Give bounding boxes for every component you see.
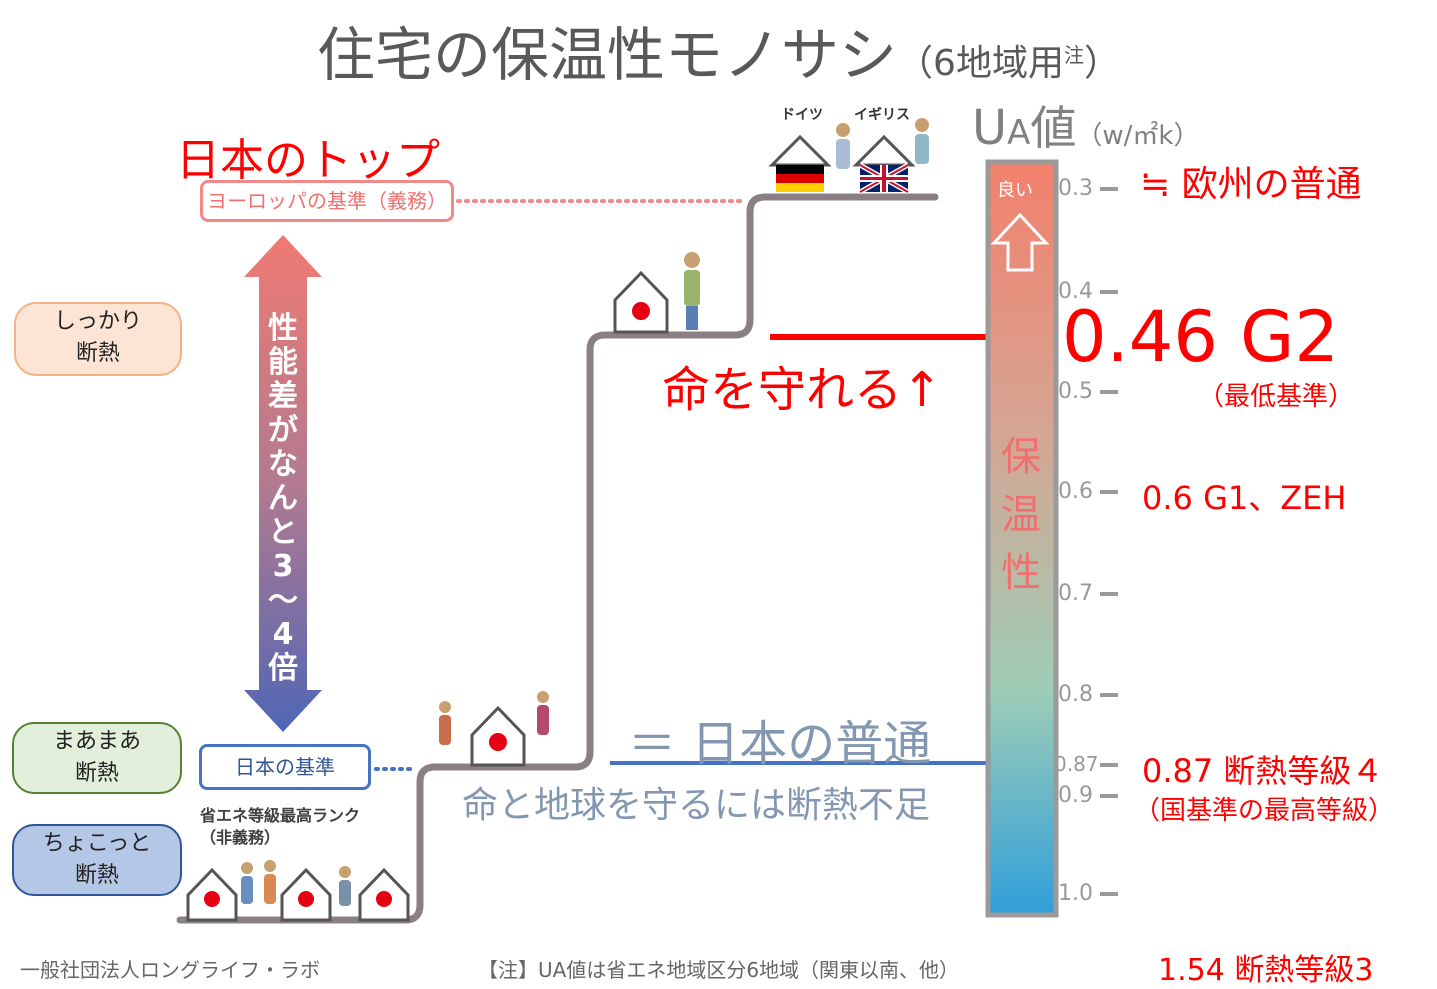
gauge-vertical-label: 保 温 性 (1001, 434, 1041, 596)
uk-label: イギリス (854, 107, 910, 123)
footer-note: 【注】UA値は省エネ地域区分6地域（関東以南、他） (478, 958, 960, 982)
insufficient-label: 命と地球を守るには断熱不足 (462, 785, 931, 826)
level-shikkari: しっかり 断熱 (14, 302, 182, 376)
level-maamaa: まあまあ 断熱 (12, 722, 182, 794)
tick-label: 1.0 (1058, 881, 1093, 906)
level-chokotto: ちょこっと 断熱 (12, 824, 182, 896)
japan-standard-box: 日本の基準 (199, 744, 371, 790)
up-arrow-icon (990, 212, 1050, 272)
page-title: 住宅の保温性モノサシ（6地域用注） (0, 8, 1437, 92)
staircase-line (176, 193, 939, 924)
tick-label: 0.87 (1054, 752, 1099, 776)
japan-standard-note1: 省エネ等級最高ランク (200, 806, 361, 825)
japan-top-label: 日本のトップ (176, 135, 440, 186)
tick-label: 0.8 (1058, 682, 1093, 707)
europe-standard-box: ヨーロッパの基準（義務） (200, 180, 454, 222)
tick-label: 0.4 (1058, 279, 1093, 304)
g2-label: 0.46 G2 (1062, 296, 1339, 378)
tick-label: 0.6 (1058, 479, 1093, 504)
g2-note: （最低基準） (1198, 382, 1355, 412)
ua-gauge (985, 159, 1059, 918)
europe-normal-label: ≒ 欧州の普通 (1140, 164, 1362, 205)
tick-label: 0.3 (1058, 176, 1093, 201)
performance-arrow (244, 235, 322, 732)
grade4-note: （国基準の最高等級） (1134, 796, 1395, 826)
germany-label: ドイツ (781, 107, 823, 123)
title-sub: （6地域用注） (897, 43, 1120, 84)
japan-normal-label: ＝ 日本の普通 (628, 716, 932, 772)
grade3-label: 1.54 断熱等級3 (1158, 953, 1374, 988)
person-icon (241, 118, 929, 906)
grade4-label: 0.87 断熱等級４ (1142, 752, 1384, 790)
title-main: 住宅の保温性モノサシ (317, 21, 898, 89)
tick-label: 0.9 (1058, 783, 1093, 808)
life-protect-label: 命を守れる↑ (662, 362, 943, 418)
japan-standard-note2: （非義務） (200, 828, 281, 847)
tick-label: 0.7 (1058, 581, 1093, 606)
performance-arrow-text: 性 能 差 が な ん と 3 〜 4 倍 (268, 311, 298, 686)
gauge-good-label: 良い (997, 180, 1033, 201)
footer-org: 一般社団法人ロングライフ・ラボ (20, 958, 320, 982)
tick-label: 0.5 (1058, 379, 1093, 404)
ua-header: UA値（w/㎡k） (972, 100, 1200, 156)
g1-label: 0.6 G1、ZEH (1142, 479, 1347, 517)
